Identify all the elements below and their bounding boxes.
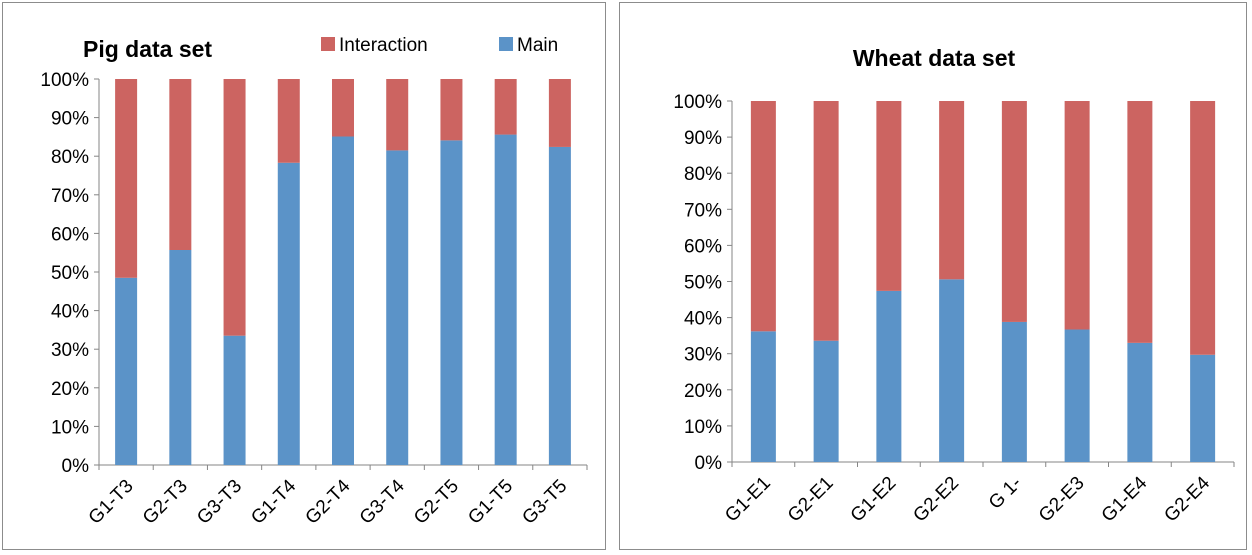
x-tick-label: G2-E2 [909,473,963,527]
y-tick-label: 30% [51,340,89,361]
y-tick-label: 90% [51,109,89,130]
x-tick-label: G2-T4 [302,475,355,528]
y-tick-label: 30% [684,345,722,366]
y-tick-label: 10% [684,417,722,438]
y-tick-label: 20% [684,381,722,402]
bar-interaction-g1-e2 [876,101,902,291]
bar-interaction-g3-t3 [223,79,246,336]
y-tick-label: 40% [51,302,89,323]
x-tick-label: G 1- [985,473,1026,514]
x-tick-label: G1-T4 [247,475,300,528]
y-tick-label: 0% [62,456,90,477]
bar-main-g1-e4 [1127,342,1153,462]
bar-main-g1- [1001,321,1027,462]
x-tick-label: G2-T5 [410,476,463,529]
legend-label-main: Main [517,35,558,56]
bar-main-g2-t3 [169,249,192,465]
x-tick-label: G2-T3 [139,476,192,529]
y-tick-label: 100% [673,92,722,113]
y-tick-label: 90% [684,128,722,149]
y-tick-label: 10% [51,417,89,438]
x-tick-label: G1-E4 [1098,472,1152,526]
x-tick-label: G1-E2 [847,473,901,527]
bar-interaction-g2-t5 [440,79,463,141]
x-tick-label: G3-T4 [356,475,409,528]
x-tick-label: G3-T3 [193,476,246,529]
bar-main-g1-t4 [277,162,300,465]
x-tick-label: G2-E3 [1035,473,1089,527]
bar-main-g3-t3 [223,335,246,465]
pig-chart-title: Pig data set [83,36,212,62]
x-tick-label: G2-E1 [784,473,838,527]
bar-interaction-g1-t3 [115,79,138,278]
legend-swatch-interaction [321,37,335,51]
bar-main-g2-t5 [440,140,463,465]
bar-main-g2-e3 [1064,329,1090,462]
pig-chart-panel: Pig data set Interaction Main 0% 10% 20% 30… [2,2,606,550]
y-tick-label: 70% [684,200,722,221]
y-tick-label: 60% [684,236,722,257]
y-tick-label: 20% [51,379,89,400]
bar-interaction-g2-e3 [1064,101,1090,330]
bar-main-g1-t3 [115,277,138,465]
bar-main-g1-t5 [494,134,517,466]
y-tick-label: 70% [51,186,89,207]
y-tick-label: 0% [695,453,723,474]
bar-main-g1-e1 [750,331,776,462]
bar-interaction-g1-t4 [277,79,300,163]
wheat-chart-panel: Wheat data set 0% 10% 20% 30% 40% 50% 60% 70% 80… [619,2,1247,550]
x-tick-label: G2-E4 [1160,472,1214,526]
pig-chart: Pig data set Interaction Main 0% 10% 20% 30… [40,35,588,529]
bar-main-g3-t4 [386,150,409,465]
y-tick-label: 50% [51,263,89,284]
bar-main-g2-e1 [813,340,839,462]
x-tick-label: G1-T5 [464,476,517,529]
y-tick-label: 100% [40,70,89,91]
y-tick-label: 60% [51,224,89,245]
y-tick-label: 50% [684,273,722,294]
bar-interaction-g2-e2 [939,101,965,280]
x-tick-label: G1-T3 [85,476,138,529]
x-tick-label: G3-T5 [518,476,571,529]
y-tick-label: 40% [684,309,722,330]
bar-interaction-g2-t4 [332,79,354,137]
bar-interaction-g1-t5 [494,79,517,135]
bar-main-g2-e2 [939,279,965,462]
x-tick-label: G1-E1 [721,473,775,527]
y-tick-label: 80% [51,147,89,168]
bar-interaction-g2-e4 [1190,101,1216,355]
bar-interaction-g1-e4 [1127,101,1153,343]
bar-main-g2-e4 [1190,354,1216,462]
y-tick-label: 80% [684,164,722,185]
wheat-chart-title: Wheat data set [853,45,1016,71]
bar-interaction-g1- [1001,101,1027,322]
bar-interaction-g2-t3 [169,79,192,250]
bar-interaction-g3-t4 [386,79,409,151]
wheat-chart: Wheat data set 0% 10% 20% 30% 40% 50% 60% 70% 80… [673,45,1235,527]
bar-interaction-g1-e1 [750,101,776,332]
bar-main-g3-t5 [548,146,571,465]
legend-swatch-main [499,37,513,51]
bar-interaction-g2-e1 [813,101,839,341]
bar-interaction-g3-t5 [548,79,571,147]
legend-label-interaction: Interaction [339,35,428,56]
bar-main-g1-e2 [876,290,902,462]
bar-main-g2-t4 [332,136,354,465]
